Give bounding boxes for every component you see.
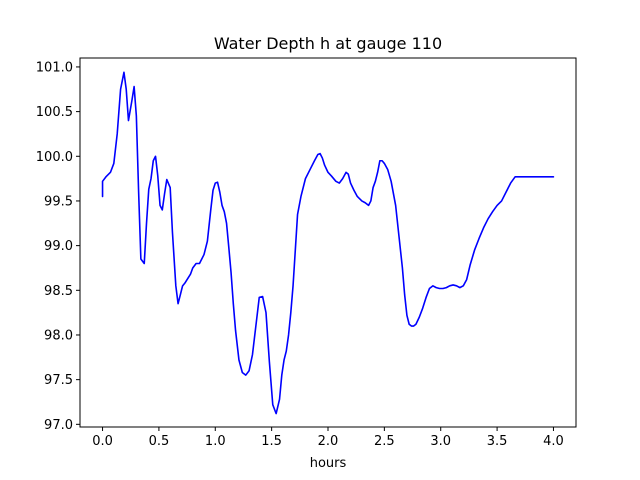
x-tick-label: 2.5 (374, 434, 395, 449)
x-axis-label: hours (310, 456, 347, 471)
y-tick-label: 100.5 (36, 105, 73, 120)
chart-title: Water Depth h at gauge 110 (214, 34, 442, 53)
y-tick-label: 99.5 (44, 194, 73, 209)
x-tick-label: 3.5 (487, 434, 508, 449)
x-tick-label: 3.0 (430, 434, 451, 449)
x-tick-label: 4.0 (543, 434, 564, 449)
x-tick-label: 0.0 (92, 434, 113, 449)
y-tick-label: 100.0 (36, 150, 73, 165)
y-tick-label: 98.0 (44, 328, 73, 343)
x-tick-label: 1.5 (261, 434, 282, 449)
y-tick-label: 98.5 (44, 284, 73, 299)
x-tick-label: 0.5 (149, 434, 170, 449)
plot-area: 0.0 0.5 1.0 1.5 2.0 2.5 3.0 3.5 4.0 97.0 97.5 98.0 9… (36, 57, 577, 449)
x-tick-label: 1.0 (205, 434, 226, 449)
series-line-0 (101, 71, 555, 415)
y-tick-label: 99.0 (44, 239, 73, 254)
y-tick-label: 101.0 (36, 60, 73, 75)
x-tick-label: 2.0 (318, 434, 339, 449)
y-tick-label: 97.0 (44, 418, 73, 433)
y-tick-label: 97.5 (44, 373, 73, 388)
